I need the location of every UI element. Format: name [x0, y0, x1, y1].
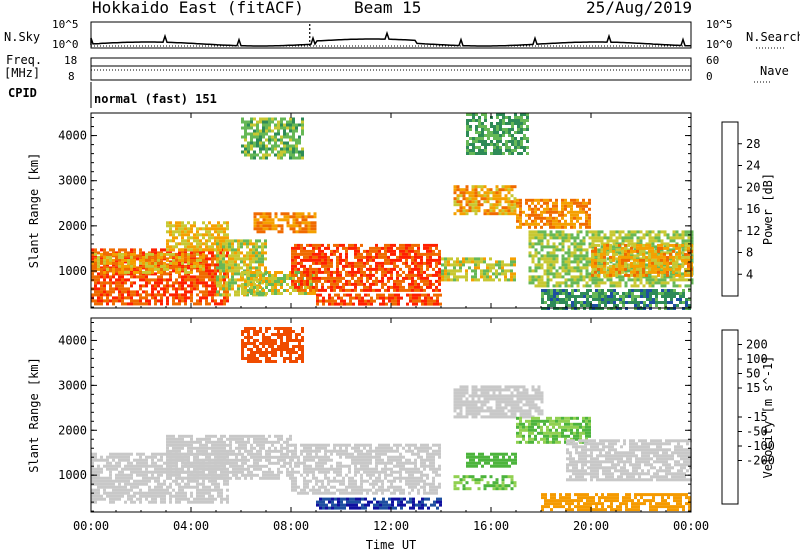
- power-region: [241, 117, 304, 160]
- power-colorbar-label: 4: [746, 267, 753, 281]
- velocity-region: [316, 497, 442, 510]
- velocity-colorbar-label: -200: [746, 454, 775, 468]
- nsky-panel-frame: [90, 21, 692, 49]
- freq-bottom-tick: 8: [68, 70, 75, 83]
- velocity-region: [166, 434, 292, 480]
- freq-panel-frame: [90, 57, 692, 81]
- velocity-colorbar-frame: [721, 329, 739, 505]
- freq-label: Freq.: [6, 53, 43, 67]
- power-colorbar-label: 24: [746, 159, 760, 173]
- power-ytick-label: 1000: [58, 264, 87, 278]
- time-xtick-label: 20:00: [573, 519, 609, 533]
- velocity-colorbar-label: -15: [746, 410, 768, 424]
- velocity-region: [566, 439, 692, 482]
- velocity-region: [453, 475, 517, 491]
- nsearch-top-tick: 10^5: [706, 18, 733, 31]
- nsearch-label: N.Search: [746, 30, 800, 44]
- freq-unit-label: [MHz]: [4, 66, 41, 80]
- station-title: Hokkaido East (fitACF): [92, 0, 304, 17]
- velocity-ytick-label: 2000: [58, 423, 87, 437]
- nave-label: Nave: [760, 64, 789, 78]
- time-xlabel: Time UT: [366, 538, 417, 552]
- power-ytick-label: 2000: [58, 219, 87, 233]
- velocity-region: [541, 493, 691, 512]
- power-region: [516, 198, 591, 229]
- beam-label: Beam 15: [354, 0, 422, 17]
- velocity-ytick-label: 4000: [58, 333, 87, 347]
- power-colorbar-label: 8: [746, 246, 753, 260]
- velocity-region: [291, 443, 441, 495]
- power-colorbar-title: Power [dB]: [761, 173, 775, 245]
- velocity-region: [516, 416, 591, 444]
- power-colorbar-label: 28: [746, 137, 760, 151]
- power-region: [453, 185, 517, 216]
- velocity-colorbar-title: Velocity [m s^-1]: [761, 356, 775, 479]
- nsky-label: N.Sky: [4, 30, 41, 44]
- time-xtick-label: 16:00: [473, 519, 509, 533]
- power-region: [291, 243, 441, 292]
- power-ylabel: Slant Range [km]: [27, 153, 41, 269]
- nave-top-tick: 60: [706, 54, 720, 67]
- date-label: 25/Aug/2019: [586, 0, 692, 17]
- power-region: [441, 257, 516, 282]
- freq-top-tick: 18: [64, 54, 78, 67]
- velocity-region: [466, 452, 517, 468]
- velocity-colorbar-label: 100: [746, 352, 768, 366]
- velocity-colorbar-label: 200: [746, 338, 768, 352]
- velocity-colorbar-label: 15: [746, 381, 760, 395]
- power-ytick-label: 4000: [58, 129, 87, 143]
- cpid-value: normal (fast) 151: [94, 92, 217, 106]
- time-xtick-label: 12:00: [373, 519, 409, 533]
- velocity-region: [91, 452, 229, 504]
- power-colorbar-label: 20: [746, 180, 760, 194]
- velocity-colorbar-label: -100: [746, 439, 775, 453]
- velocity-region: [453, 385, 544, 419]
- nsky-noise-line: [90, 30, 692, 47]
- velocity-region: [241, 327, 304, 363]
- cpid-label: CPID: [8, 86, 37, 100]
- power-region: [91, 252, 205, 274]
- velocity-panel: [91, 327, 692, 512]
- nsky-bottom-tick: 10^0: [52, 38, 79, 51]
- power-region: [253, 212, 317, 234]
- nsearch-bottom-tick: 10^0: [706, 38, 733, 51]
- power-region: [466, 113, 529, 155]
- power-panel: [91, 113, 694, 310]
- time-xtick-label: 08:00: [273, 519, 309, 533]
- power-colorbar-frame: [721, 121, 739, 297]
- power-colorbar-label: 16: [746, 202, 760, 216]
- velocity-colorbar-label: -50: [746, 425, 768, 439]
- time-xtick-label: 00:00: [673, 519, 709, 533]
- time-xtick-label: 04:00: [173, 519, 209, 533]
- time-xtick-label: 00:00: [73, 519, 109, 533]
- velocity-colorbar-label: 50: [746, 367, 760, 381]
- nave-bottom-tick: 0: [706, 70, 713, 83]
- power-ytick-label: 3000: [58, 174, 87, 188]
- power-region: [316, 293, 442, 306]
- velocity-ylabel: Slant Range [km]: [27, 357, 41, 473]
- power-colorbar-label: 12: [746, 224, 760, 238]
- nsky-top-tick: 10^5: [52, 18, 79, 31]
- velocity-ytick-label: 3000: [58, 378, 87, 392]
- power-region: [166, 221, 229, 252]
- velocity-ytick-label: 1000: [58, 468, 87, 482]
